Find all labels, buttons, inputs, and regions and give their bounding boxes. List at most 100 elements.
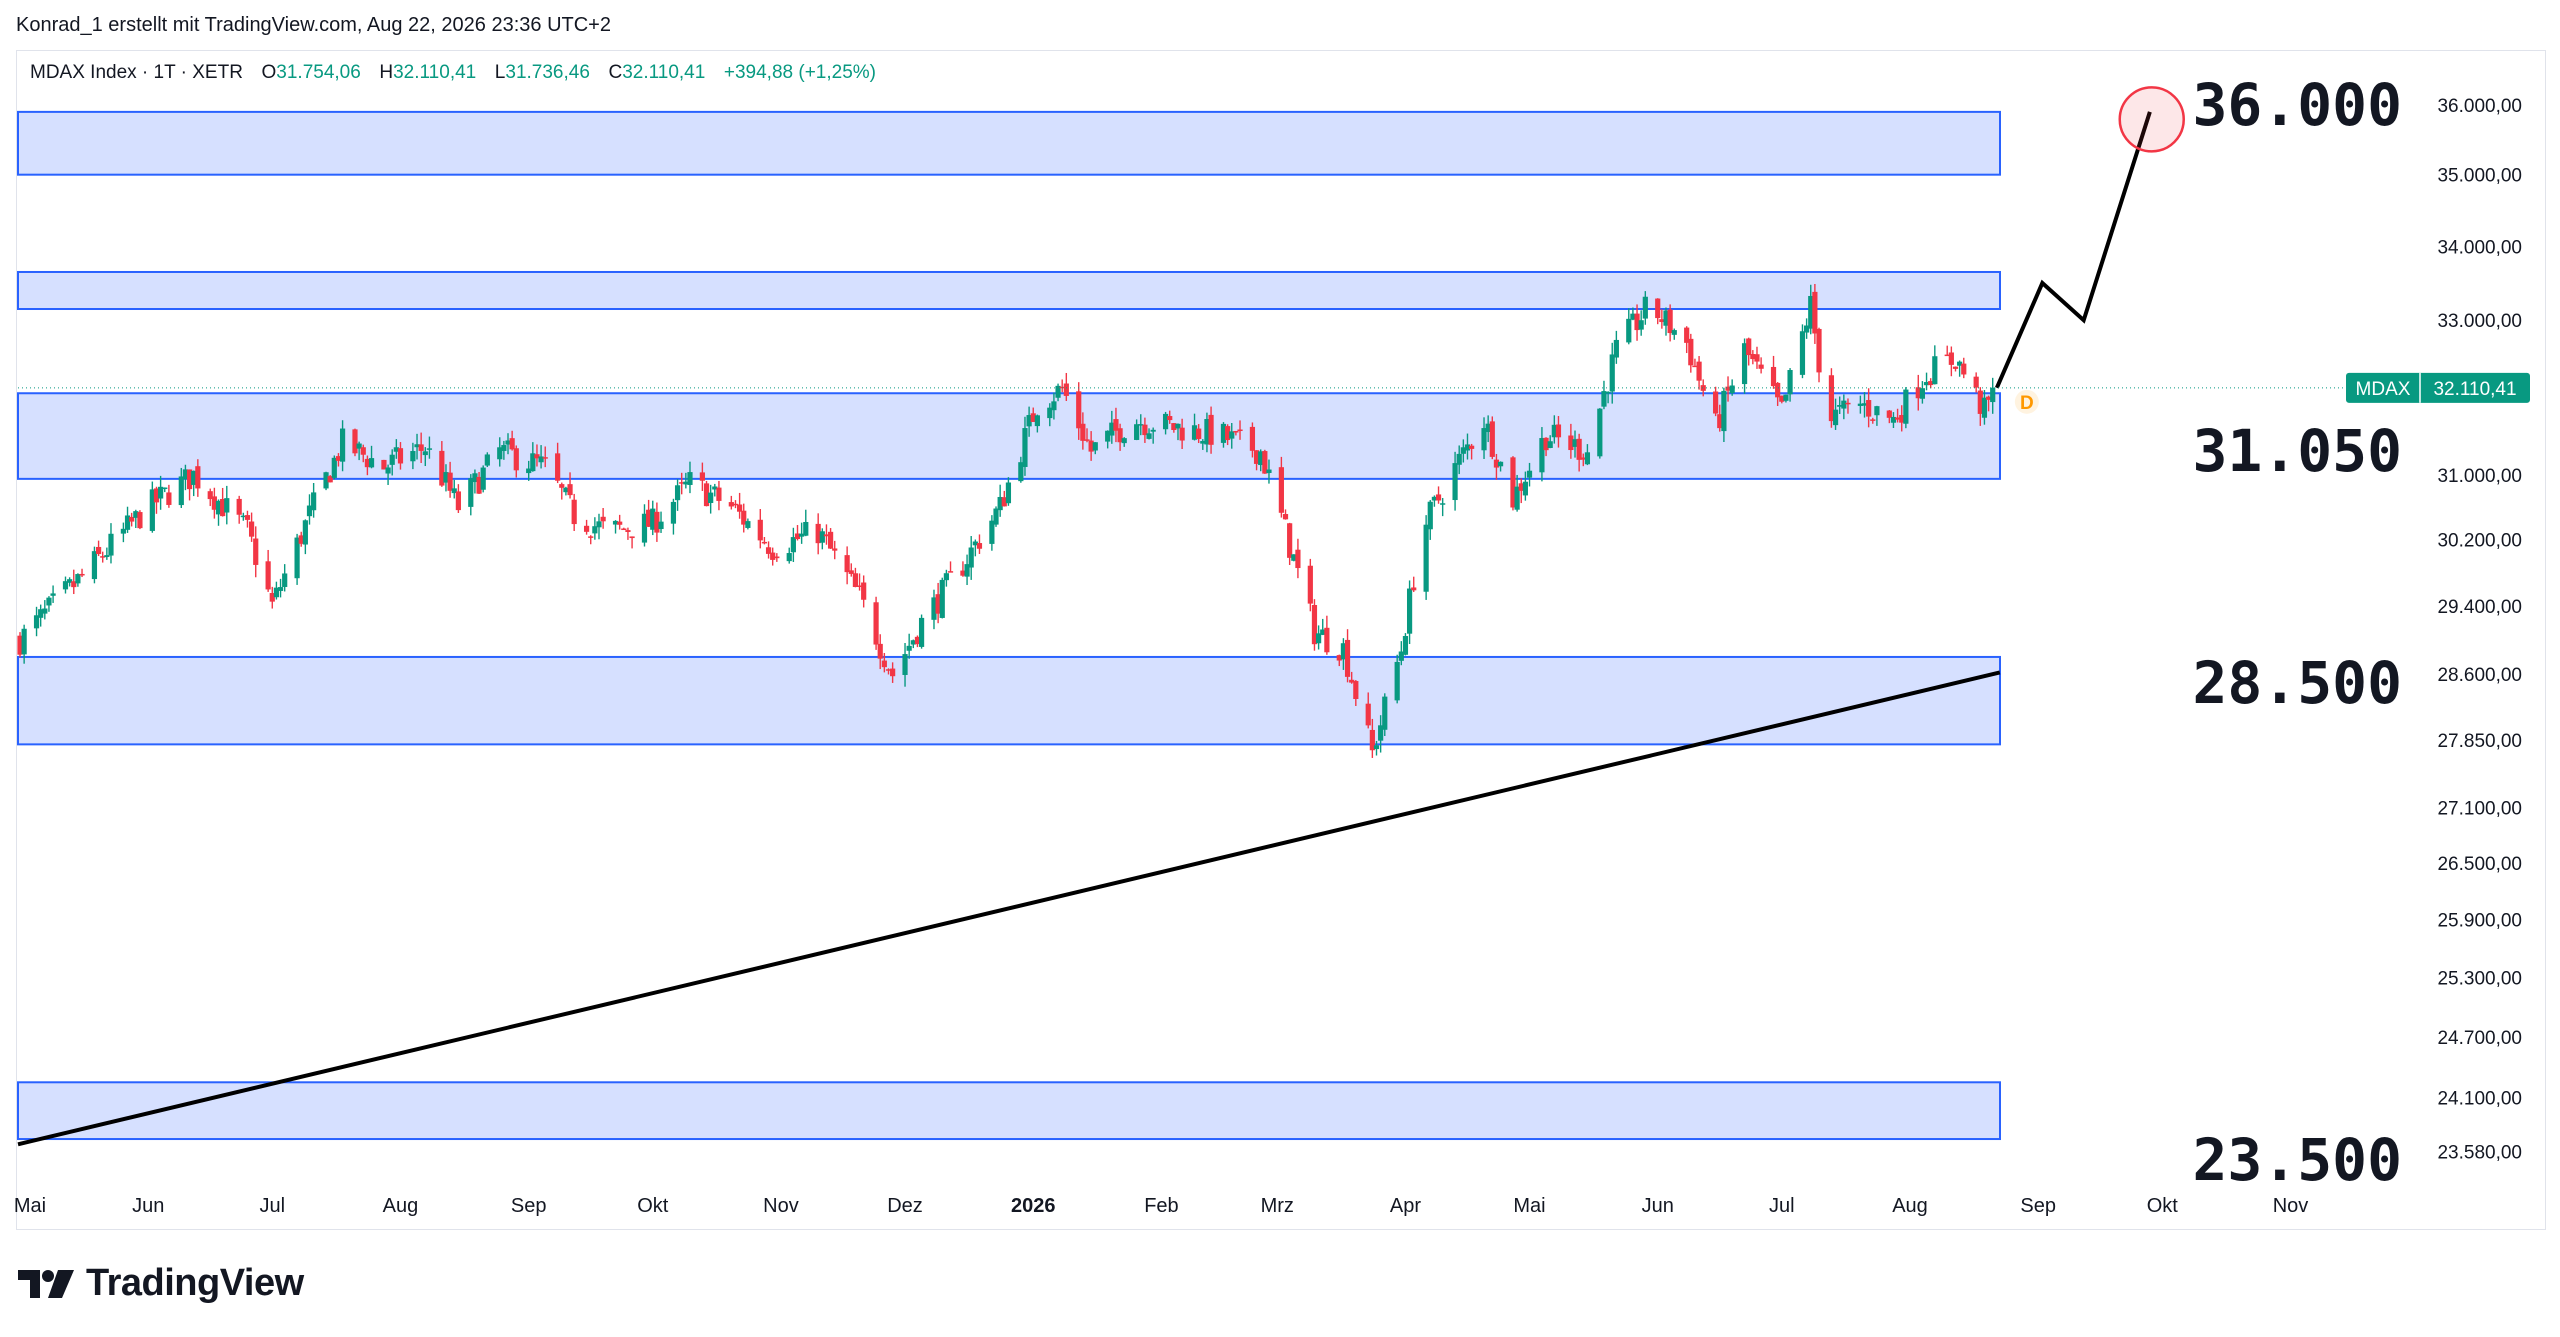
last-price-tag-bg [2346, 372, 2530, 403]
candle-body [1775, 382, 1781, 398]
candle [426, 436, 433, 459]
candle-body [976, 543, 983, 549]
candle-body [211, 496, 217, 510]
candle-body [1278, 467, 1284, 513]
candle [765, 541, 772, 559]
x-tick-label: Jun [132, 1195, 164, 1217]
candle [1179, 418, 1185, 450]
price-chart[interactable]: D 36.000,00 35.000,00 34.000,00 33.000,00 31… [0, 0, 2560, 1250]
candle [1320, 618, 1326, 636]
candle [153, 486, 160, 514]
candle-body [1287, 523, 1293, 558]
candle [1812, 283, 1818, 344]
candle-body [1890, 416, 1897, 423]
candle [1952, 366, 1959, 372]
candle [1489, 416, 1495, 460]
candle [368, 445, 375, 469]
candle [1398, 641, 1404, 666]
candle-body [71, 581, 77, 588]
candle [1373, 740, 1380, 756]
candle-body [1787, 370, 1793, 395]
candle-body [1725, 386, 1731, 391]
candle [526, 460, 532, 481]
candle-body [1741, 343, 1748, 385]
candle [1754, 346, 1760, 369]
candle-body [1237, 429, 1243, 432]
candle [393, 439, 399, 459]
candle-body [1398, 651, 1404, 661]
candle [468, 474, 474, 516]
candle [1630, 307, 1636, 321]
level-label: 31.050 [2192, 417, 2402, 485]
candle [1729, 379, 1735, 396]
candle-body [716, 487, 722, 501]
candle-body [273, 587, 280, 598]
x-tick-label: Apr [1390, 1195, 1421, 1217]
candle-body [670, 501, 677, 524]
candle [555, 442, 561, 484]
candle-body [1754, 354, 1760, 362]
candle [1642, 291, 1648, 325]
close-value: 32.110,41 [622, 62, 706, 83]
candle [1121, 437, 1127, 447]
candle [1874, 405, 1880, 426]
candle [1555, 416, 1562, 448]
candle [472, 469, 478, 494]
candle-body [1167, 416, 1173, 421]
candle-body [1225, 426, 1231, 441]
candle [658, 511, 664, 533]
candle [1055, 383, 1061, 402]
candle [455, 484, 461, 513]
candle-body [658, 521, 664, 530]
x-tick-label: Sep [511, 1195, 547, 1217]
candle-body [1497, 461, 1504, 467]
candle-body [654, 511, 660, 533]
candle-body [1870, 419, 1876, 421]
low-label: L [494, 62, 506, 83]
candle-body [1117, 428, 1123, 443]
candle [360, 444, 366, 463]
candle-body [360, 447, 366, 455]
candle-body [1985, 396, 1992, 400]
candle [997, 484, 1003, 517]
candle [1899, 405, 1905, 432]
candle-body [1684, 327, 1690, 343]
candle-body [794, 533, 801, 540]
candle [220, 487, 226, 517]
candle [1808, 284, 1814, 335]
symbol-label[interactable]: MDAX Index · 1T · XETR [30, 62, 243, 83]
candle [968, 536, 974, 580]
candle [1659, 309, 1665, 329]
candle-body [224, 498, 230, 513]
candle-body [1191, 425, 1198, 440]
candle-body [1018, 462, 1024, 482]
candle-body [732, 503, 739, 506]
candle-body [244, 515, 251, 520]
candle [745, 518, 751, 530]
candle [1113, 407, 1119, 443]
candle [1886, 410, 1892, 424]
candle-body [120, 528, 126, 534]
zone-rect [17, 1081, 2001, 1141]
candle [931, 589, 937, 630]
candle-body [1981, 397, 1988, 418]
candle [71, 569, 77, 595]
candle-body [1080, 423, 1086, 441]
x-tick-label: Aug [383, 1195, 419, 1217]
candle [1990, 377, 1996, 414]
candle-body [741, 510, 747, 525]
candle [650, 500, 656, 536]
candle-body [182, 469, 189, 480]
candle-body [1746, 338, 1752, 356]
candle [476, 472, 482, 494]
candle [1700, 379, 1706, 397]
candle-body [538, 456, 544, 463]
candle-body [323, 472, 329, 489]
tradingview-logo[interactable]: TradingView [18, 1262, 304, 1305]
candle-body [931, 597, 937, 620]
candle-body [1721, 390, 1727, 432]
candle [712, 483, 718, 497]
candle [910, 639, 916, 649]
candle [1233, 430, 1239, 436]
candle-body [162, 487, 168, 490]
